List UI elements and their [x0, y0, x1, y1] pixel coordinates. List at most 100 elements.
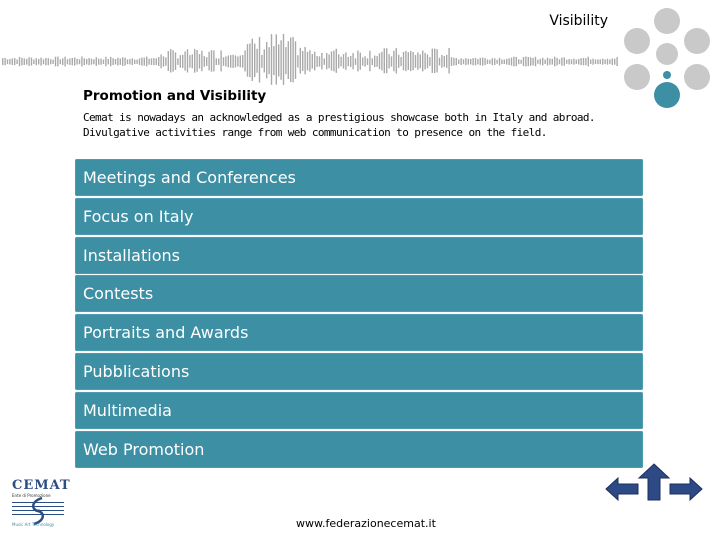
menu-item-installations[interactable]: Installations: [75, 236, 643, 274]
waveform-bar: [198, 54, 201, 69]
waveform-bar: [496, 59, 498, 64]
waveform-bar: [266, 41, 268, 79]
waveform-bar: [333, 50, 335, 72]
menu-item-pubblications[interactable]: Pubblications: [75, 352, 643, 390]
waveform-bar: [417, 52, 419, 70]
waveform-bar: [450, 57, 453, 66]
waveform-bar: [148, 58, 150, 65]
waveform-bar: [400, 56, 402, 67]
waveform-bar: [218, 58, 220, 65]
waveform-bar: [386, 48, 388, 74]
waveform-bar: [544, 59, 546, 64]
waveform-bar: [105, 56, 107, 67]
waveform-bar: [45, 57, 47, 66]
waveform-bar: [126, 59, 129, 65]
waveform-bar: [18, 56, 21, 67]
waveform-bar: [412, 51, 414, 71]
logo-emblem-icon: [12, 496, 64, 526]
waveform-bar: [179, 55, 181, 68]
waveform-bar: [143, 57, 145, 66]
waveform-bar: [347, 56, 349, 67]
waveform-bar: [532, 57, 534, 66]
waveform-bar: [165, 57, 167, 66]
waveform-bar: [371, 58, 373, 65]
waveform-bar: [513, 56, 515, 67]
waveform-bar: [242, 55, 244, 68]
waveform-bar: [28, 57, 30, 66]
waveform-bar: [285, 47, 287, 75]
waveform-bar: [352, 53, 354, 70]
waveform-bar: [424, 52, 426, 70]
waveform-bar: [110, 56, 112, 67]
menu-item-multimedia[interactable]: Multimedia: [75, 391, 643, 429]
waveform-bar: [323, 58, 325, 65]
waveform-bar: [477, 59, 479, 65]
waveform-bar: [474, 57, 477, 66]
waveform-bar: [314, 51, 316, 71]
waveform-bar: [155, 58, 157, 65]
waveform-bar: [136, 59, 138, 64]
arrow-left-icon[interactable]: [604, 476, 640, 502]
waveform-bar: [354, 58, 357, 65]
waveform-bar: [258, 36, 261, 83]
waveform-bar: [436, 49, 438, 73]
waveform-bar: [350, 55, 352, 67]
waveform-bar: [321, 52, 323, 70]
waveform-bar: [604, 59, 606, 65]
waveform-bar: [203, 56, 205, 67]
waveform-bar: [275, 34, 277, 85]
waveform-bar: [602, 58, 604, 65]
waveform-bar: [35, 58, 37, 66]
menu-item-portraits-awards[interactable]: Portraits and Awards: [75, 314, 643, 352]
progress-circles: [624, 8, 710, 108]
footer-url: www.federazionecemat.it: [296, 517, 436, 530]
waveform-bar: [74, 57, 76, 66]
waveform-bar: [184, 51, 186, 71]
menu-item-focus-on-italy[interactable]: Focus on Italy: [75, 197, 643, 235]
waveform-bar: [150, 58, 153, 65]
menu-item-web-promotion[interactable]: Web Promotion: [75, 430, 643, 468]
waveform-bar: [364, 56, 366, 67]
waveform-bar: [422, 50, 424, 72]
waveform-bar: [64, 56, 66, 67]
waveform-bar: [26, 58, 28, 65]
waveform-bar: [268, 47, 270, 75]
audio-waveform-graphic: [2, 33, 618, 85]
waveform-bar: [100, 58, 102, 65]
waveform-bar: [14, 58, 16, 66]
waveform-bar: [186, 49, 189, 73]
waveform-bar: [393, 50, 395, 72]
waveform-bar: [158, 57, 160, 67]
waveform-bar: [486, 59, 489, 65]
waveform-bar: [90, 58, 93, 65]
waveform-bar: [340, 56, 342, 67]
menu-item-contests[interactable]: Contests: [75, 275, 643, 313]
waveform-bar: [594, 59, 597, 65]
intro-line: Cemat is nowadays an acknowledged as a p…: [83, 111, 596, 124]
waveform-bar: [462, 59, 465, 65]
waveform-bar: [443, 56, 445, 67]
waveform-bar: [4, 57, 6, 66]
waveform-bar: [338, 54, 340, 69]
waveform-bar: [304, 46, 306, 75]
waveform-bar: [50, 59, 52, 65]
waveform-bar: [575, 59, 577, 64]
waveform-bar: [52, 59, 54, 64]
waveform-bar: [414, 55, 417, 68]
arrow-right-icon[interactable]: [668, 476, 704, 502]
waveform-bar: [587, 56, 589, 67]
waveform-bar: [402, 51, 405, 71]
waveform-bar: [366, 58, 369, 65]
menu-item-meetings-conferences[interactable]: Meetings and Conferences: [75, 159, 643, 196]
waveform-bar: [249, 43, 251, 78]
waveform-bar: [482, 57, 484, 66]
waveform-bar: [88, 57, 90, 66]
waveform-bar: [107, 59, 109, 65]
waveform-bar: [287, 41, 289, 79]
waveform-bar: [299, 47, 301, 74]
waveform-bar: [124, 57, 126, 66]
waveform-bar: [580, 58, 582, 66]
arrow-up-icon[interactable]: [637, 462, 671, 502]
waveform-bar: [302, 51, 304, 71]
waveform-bar: [254, 43, 256, 78]
